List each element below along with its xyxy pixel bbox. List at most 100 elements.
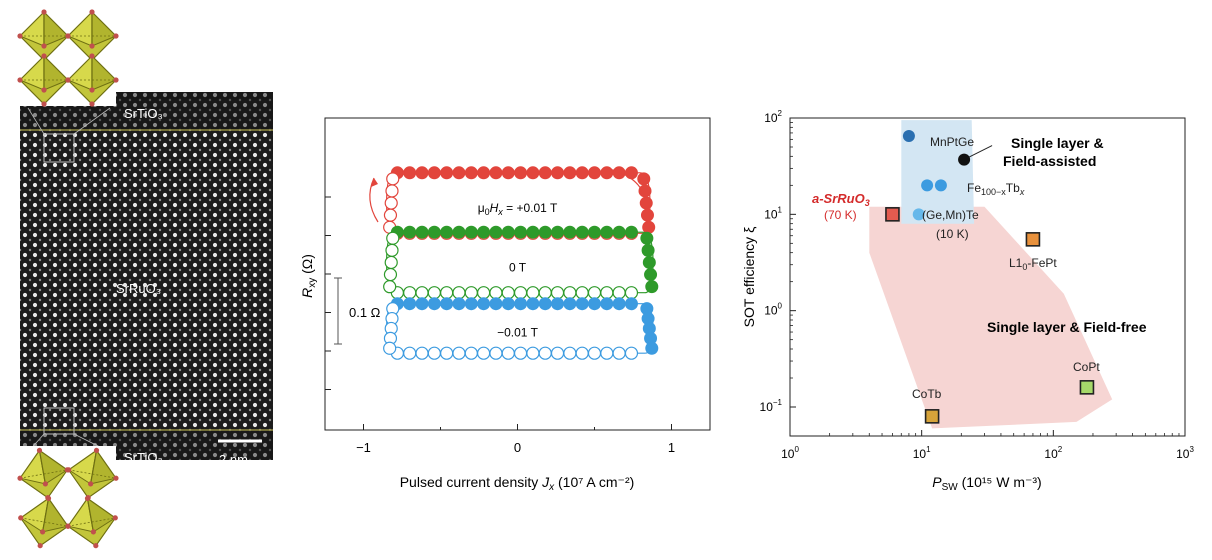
rxy-series-label: −0.01 T [497, 325, 538, 339]
rxy-point-filled [464, 225, 478, 239]
rxy-point-open [575, 346, 589, 360]
rxy-point-filled [588, 225, 601, 239]
field-assisted-region [901, 120, 975, 224]
rxy-point-filled [501, 166, 515, 180]
rxy-point-filled [575, 297, 589, 311]
sot-x-tick-label: 101 [913, 445, 931, 461]
rxy-point-filled [464, 297, 478, 311]
sot-x-tick-label: 103 [1176, 445, 1194, 461]
field-assisted-label-line1: Single layer & [1011, 135, 1104, 151]
stem-top-layer-label: SrTiO₃ [124, 106, 163, 121]
rxy-point-open [415, 346, 429, 360]
rxy-point-filled [452, 166, 466, 180]
rxy-point-filled [514, 225, 528, 239]
rxy-point-switch-down [386, 231, 400, 245]
rxy-point-filled [477, 166, 491, 180]
rxy-point-filled [551, 166, 565, 180]
rxy-point-open [563, 346, 577, 360]
rxy-point-filled [403, 225, 417, 239]
rxy-scale-bar-label: 0.1 Ω [349, 305, 381, 320]
rxy-point-open [550, 286, 565, 300]
sot-point-gemnte [912, 208, 925, 221]
rxy-point-open [624, 346, 639, 360]
rxy-point-filled [489, 225, 503, 239]
rxy-point-switch-down [383, 280, 397, 294]
rxy-point-filled [575, 166, 589, 180]
rxy-point-filled [403, 297, 417, 311]
gemnte-label-line2: (10 K) [936, 227, 969, 241]
sot-point-mnptge [902, 130, 915, 143]
cotb-label: CoTb [912, 387, 942, 401]
sot-x-tick-label: 100 [781, 445, 799, 461]
rxy-point-filled [600, 297, 614, 311]
rxy-point-filled [600, 225, 614, 239]
sot-point-single-layer-field-assisted-point [958, 153, 971, 166]
rxy-point-filled [403, 166, 417, 180]
rxy-point-switch-up [642, 220, 656, 234]
rxy-point-filled [440, 297, 454, 311]
rxy-point-switch-down [384, 196, 398, 210]
rxy-point-filled [538, 297, 552, 311]
sot-x-tick-label: 102 [1044, 445, 1062, 461]
rxy-point-switch-down [385, 243, 399, 257]
srruo3-label-line2: (70 K) [824, 208, 857, 222]
rxy-point-filled [563, 166, 577, 180]
sot-y-tick-label: 100 [764, 302, 782, 318]
stem-bottom-layer-label: SrTiO₃ [124, 450, 163, 465]
rxy-point-open [575, 286, 589, 300]
rxy-point-open [538, 346, 552, 360]
rxy-point-open [440, 286, 454, 300]
rxy-point-filled [526, 166, 540, 180]
rxy-point-switch-down [383, 208, 398, 222]
sot-y-tick-label: 102 [764, 109, 782, 125]
rxy-series-labels: μ0Hx = +0.01 T 0 T −0.01 T [478, 201, 558, 340]
rxy-point-filled [563, 225, 577, 239]
rxy-x-ticks: −1 0 1 [356, 424, 675, 455]
sot-points [885, 130, 1095, 424]
fetb-label: Fe100−xTbx [967, 181, 1025, 197]
rxy-x-tick-label: 0 [514, 440, 521, 455]
rxy-point-switch-down [383, 341, 397, 355]
rxy-point-open [403, 286, 417, 300]
stem-zoom-leader-left-top [27, 107, 45, 135]
rxy-chart: −1 0 1 μ0Hx = +0.01 T 0 T −0.01 T 0.1 Ω Rxy … [299, 117, 711, 493]
rxy-point-filled [588, 166, 601, 180]
bottom-octahedra-illustration [12, 442, 124, 554]
rxy-point-switch-up [641, 243, 655, 257]
rxy-point-open [452, 286, 466, 300]
rxy-series-label: μ0Hx = +0.01 T [478, 201, 558, 217]
stem-middle-layer-label: SrRuO₃ [116, 281, 161, 296]
sot-point-copt [1079, 380, 1095, 395]
rxy-point-filled [415, 297, 429, 311]
rxy-point-filled [612, 297, 626, 311]
rxy-point-switch-up [639, 196, 653, 210]
rxy-point-open [600, 286, 614, 300]
rxy-point-open [612, 286, 626, 300]
rxy-point-open [477, 346, 491, 360]
sot-x-axis-label: PSW (10¹⁵ W m⁻³) [932, 474, 1041, 493]
sot-point-a-srruo3 [885, 207, 900, 222]
stem-srruo3-lattice [20, 130, 273, 430]
rxy-point-filled [489, 166, 503, 180]
rxy-point-switch-up [637, 172, 651, 186]
sot-y-axis-label: SOT efficiency ξ [741, 227, 757, 328]
gemnte-label-line1: (Ge,Mn)Te [922, 208, 979, 222]
rxy-point-filled [624, 166, 638, 180]
rxy-point-open [550, 346, 565, 360]
stem-zoom-leader-right-top [73, 107, 111, 135]
rxy-point-switch-down [386, 172, 400, 186]
rxy-switch-arrow-left-head [371, 178, 378, 187]
rxy-point-open [452, 346, 466, 360]
rxy-x-tick-label: 1 [668, 440, 675, 455]
rxy-point-switch-up [644, 268, 658, 282]
rxy-point-filled [477, 225, 491, 239]
copt-label: CoPt [1073, 360, 1100, 374]
rxy-point-open [415, 286, 429, 300]
rxy-point-switch-up [642, 255, 656, 269]
rxy-point-filled [452, 297, 466, 311]
sot-chart: 100 101 102 103 10−1 100 101 102 Single layer … [741, 109, 1194, 493]
rxy-point-open [624, 286, 639, 300]
rxy-y-ticks [325, 196, 331, 390]
srruo3-label-line1: a-SrRuO3 [812, 191, 870, 208]
sot-point-fe-tb-b [934, 179, 947, 192]
